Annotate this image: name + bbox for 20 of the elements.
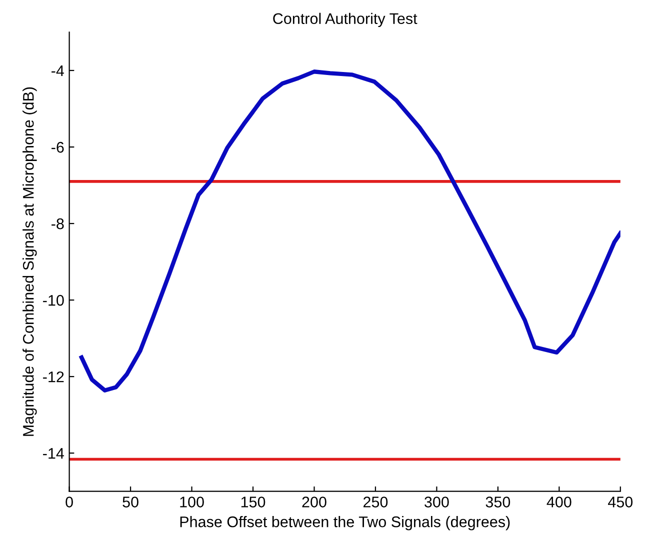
- x-tick-label: 300: [424, 496, 449, 508]
- x-tick-label: 100: [180, 496, 204, 508]
- x-tick-label: 0: [66, 496, 73, 508]
- y-tick-label: -10: [43, 294, 64, 306]
- y-tick-label: -14: [43, 448, 64, 459]
- y-tick-label: -8: [52, 218, 64, 230]
- y-axis-title: Magnitude of Combined Signals at Microphone (dB): [22, 87, 37, 436]
- x-tick-label: 150: [241, 496, 266, 508]
- x-tick-label: 50: [122, 496, 138, 508]
- y-tick-label: -4: [52, 66, 64, 76]
- x-axis-title: Phase Offset between the Two Signals (degrees): [180, 516, 510, 530]
- line-series: [79, 70, 620, 392]
- x-tick-label: 350: [486, 496, 510, 508]
- x-tick-label: 400: [546, 496, 572, 508]
- y-tick-label: -12: [43, 371, 64, 382]
- x-tick-label: 250: [363, 496, 388, 508]
- x-tick-label: 450: [608, 496, 633, 508]
- chart-title: Control Authority Test: [273, 12, 418, 28]
- y-tick-label: -6: [52, 142, 64, 153]
- x-tick-label: 200: [302, 496, 326, 508]
